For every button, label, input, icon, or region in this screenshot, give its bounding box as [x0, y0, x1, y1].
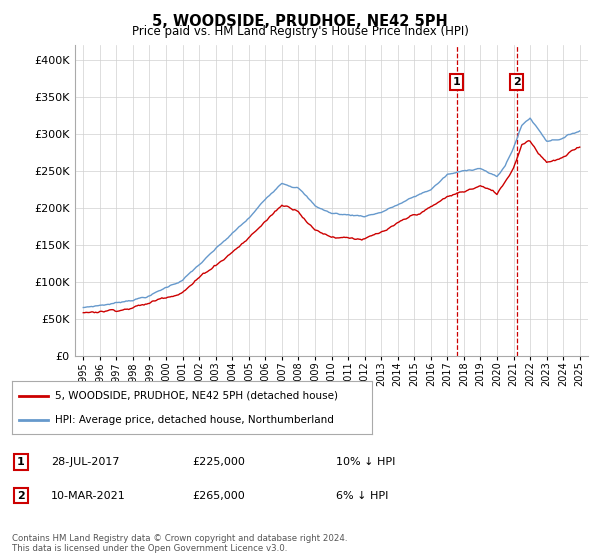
Text: Contains HM Land Registry data © Crown copyright and database right 2024.
This d: Contains HM Land Registry data © Crown c… — [12, 534, 347, 553]
Text: 5, WOODSIDE, PRUDHOE, NE42 5PH (detached house): 5, WOODSIDE, PRUDHOE, NE42 5PH (detached… — [55, 391, 338, 401]
Text: 10% ↓ HPI: 10% ↓ HPI — [336, 457, 395, 467]
Text: 1: 1 — [17, 457, 25, 467]
Text: 1: 1 — [453, 77, 461, 87]
Text: 2: 2 — [17, 491, 25, 501]
Text: Price paid vs. HM Land Registry's House Price Index (HPI): Price paid vs. HM Land Registry's House … — [131, 25, 469, 38]
Text: 10-MAR-2021: 10-MAR-2021 — [51, 491, 126, 501]
Text: 28-JUL-2017: 28-JUL-2017 — [51, 457, 119, 467]
Text: 2: 2 — [513, 77, 521, 87]
Text: £265,000: £265,000 — [192, 491, 245, 501]
Text: £225,000: £225,000 — [192, 457, 245, 467]
Text: 5, WOODSIDE, PRUDHOE, NE42 5PH: 5, WOODSIDE, PRUDHOE, NE42 5PH — [152, 14, 448, 29]
Text: 6% ↓ HPI: 6% ↓ HPI — [336, 491, 388, 501]
Text: HPI: Average price, detached house, Northumberland: HPI: Average price, detached house, Nort… — [55, 415, 334, 425]
